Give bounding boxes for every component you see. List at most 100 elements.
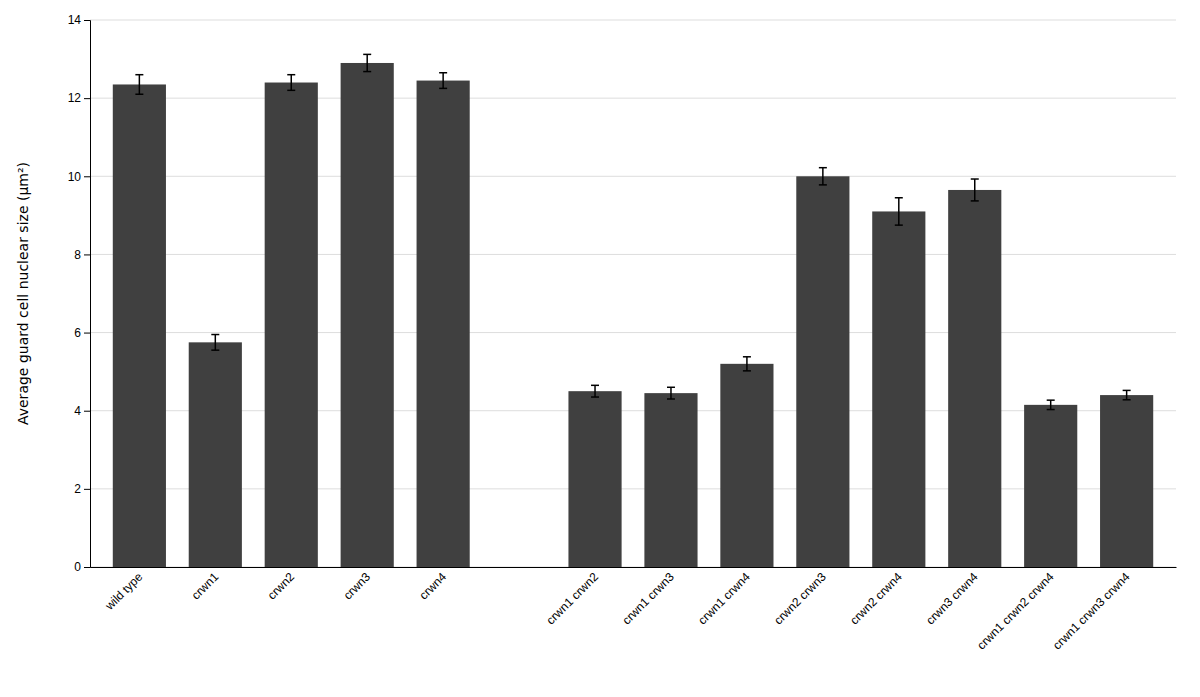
grid-line [90,20,1176,21]
x-tick: crwn3 [341,570,374,603]
error-bar-cap [1047,399,1055,401]
error-bar-stem [670,387,672,399]
bar [872,211,925,567]
error-bar-cap [1123,399,1131,401]
y-tick-label: 6 [74,326,81,340]
grid-line [90,410,1176,411]
x-tick: crwn2 crwn4 [847,570,905,628]
error-bar-cap [591,385,599,387]
x-tick-label: crwn1 crwn3 [619,570,677,628]
grid-line [90,98,1176,99]
y-tick-mark [84,567,90,568]
x-tick: wild type [102,570,146,614]
y-tick: 10 [68,170,90,184]
error-bar-cap [135,74,143,76]
x-tick: crwn1 [189,570,222,603]
bars [113,54,1153,567]
error-bar-stem [139,75,141,95]
y-tick-mark [84,333,90,334]
x-tick-label: crwn1 crwn3 crwn4 [1050,570,1133,653]
x-tick-label: crwn1 crwn2 [543,570,601,628]
x-tick: crwn1 crwn2 [543,570,601,628]
x-tick: crwn3 crwn4 [923,570,981,628]
error-bar [135,75,143,95]
x-tick: crwn1 crwn2 crwn4 [974,570,1057,653]
grid-line [90,488,1176,489]
x-tick: crwn4 [417,570,450,603]
x-tick-label: crwn2 crwn4 [847,570,905,628]
error-bar [287,75,295,91]
error-bar-cap [1123,390,1131,392]
x-tick-label: crwn1 crwn4 [695,570,753,628]
y-tick-mark [84,254,90,255]
error-bar [1123,390,1131,399]
grid-line [90,176,1176,177]
error-bar-cap [819,184,827,186]
y-tick-mark [84,176,90,177]
x-tick: crwn1 crwn3 crwn4 [1050,570,1133,653]
error-bar-stem [442,73,444,89]
y-tick: 14 [68,13,90,27]
error-bar [743,357,751,371]
y-tick-mark [84,20,90,21]
bar [341,63,394,567]
error-bar-stem [746,357,748,371]
error-bar-stem [594,385,596,397]
bar [568,391,621,567]
x-tick-label: crwn2 crwn3 [771,570,829,628]
error-bar-cap [363,71,371,73]
error-bar-cap [971,200,979,202]
error-bar-stem [366,54,368,71]
error-bar [667,387,675,399]
bar [796,176,849,567]
error-bar-cap [363,54,371,56]
error-bar [1047,400,1055,409]
error-bar-cap [971,178,979,180]
x-tick-label: crwn2 [265,570,298,603]
y-tick: 2 [74,482,90,496]
y-axis-title: Average guard cell nuclear size (μm²) [15,162,31,425]
error-bar-cap [135,93,143,95]
error-bar [439,73,447,89]
error-bar [363,54,371,71]
y-tick-label: 10 [68,170,82,184]
error-bar-cap [287,74,295,76]
y-tick: 4 [74,404,90,418]
error-bar [895,198,903,225]
y-tick-label: 4 [74,404,81,418]
y-tick-mark [84,489,90,490]
y-tick-label: 2 [74,482,81,496]
error-bar-cap [743,356,751,358]
error-bar [819,168,827,185]
x-tick-label: crwn1 crwn2 crwn4 [974,570,1057,653]
error-bar-cap [211,334,219,336]
error-bar-stem [1050,400,1052,409]
y-tick: 8 [74,248,90,262]
error-bar-cap [1047,409,1055,411]
error-bar-cap [439,72,447,74]
y-tick-mark [84,98,90,99]
error-bar [211,335,219,351]
y-axis-line [84,21,91,568]
x-tick-label: crwn3 [341,570,374,603]
x-tick-label: crwn4 [417,570,450,603]
bar [948,190,1001,567]
x-tick: crwn2 [265,570,298,603]
error-bar-stem [822,168,824,185]
bar [720,364,773,567]
y-tick-mark [84,411,90,412]
error-bar-cap [667,387,675,389]
error-bar [591,385,599,397]
error-bar-cap [895,224,903,226]
x-tick-label: crwn1 [189,570,222,603]
grid-line [90,254,1176,255]
grid-line [90,332,1176,333]
error-bar-cap [819,167,827,169]
error-bar-cap [895,197,903,199]
y-tick: 12 [68,91,90,105]
bar [1024,405,1077,567]
error-bar-cap [211,349,219,351]
error-bar-stem [291,75,293,91]
y-tick-label: 8 [74,248,81,262]
x-tick-label: wild type [102,570,146,614]
